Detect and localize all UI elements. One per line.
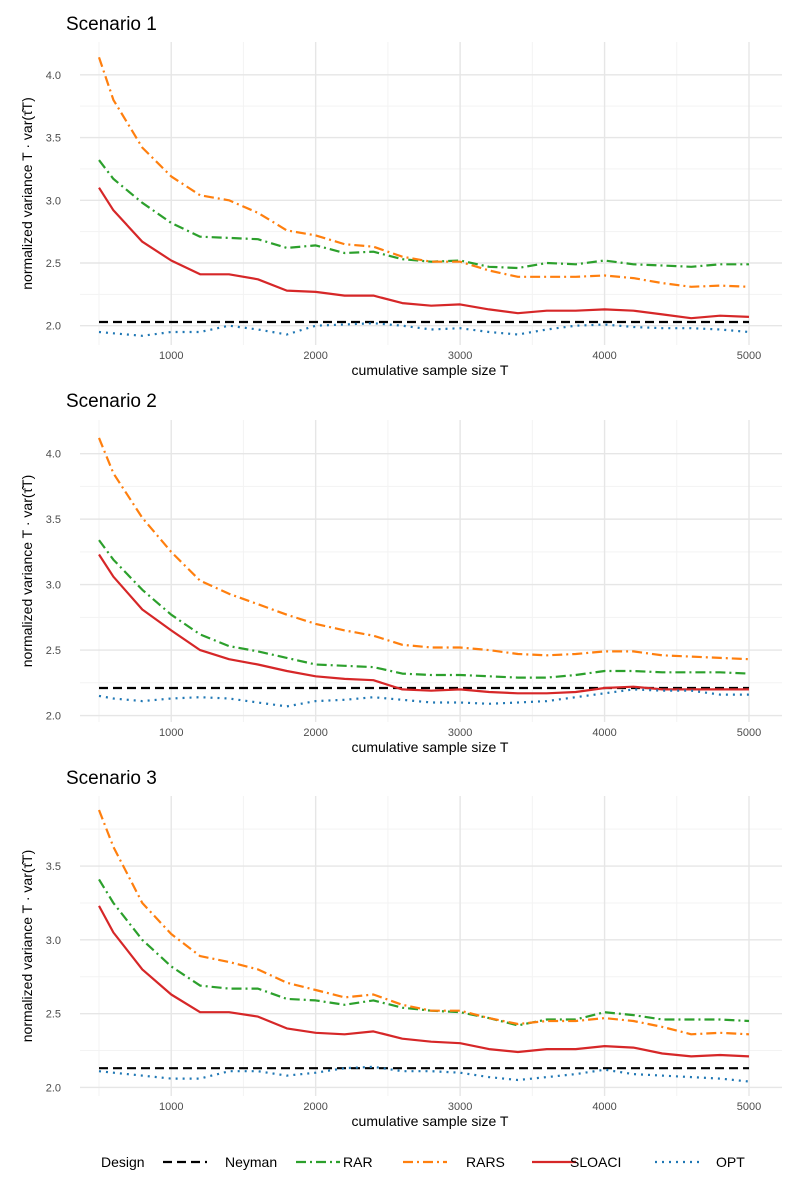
x-tick-label: 2000	[303, 1101, 327, 1113]
y-tick-label: 3.5	[46, 133, 61, 145]
x-tick-label: 5000	[737, 727, 761, 739]
y-tick-label: 2.0	[46, 321, 61, 333]
panel-1: 1000 2000 3000 4000 5000 2.0 2.5 3.0 3.5 4.0 Scena…	[19, 14, 782, 378]
y-axis-label: normalized variance T · var(τ̂T)	[19, 850, 35, 1043]
legend-label-opt: OPT	[716, 1154, 745, 1170]
legend-label-rars: RARS	[466, 1154, 505, 1170]
legend-label-neyman: Neyman	[225, 1154, 277, 1170]
legend-item-sloaci: SLOACI	[532, 1154, 621, 1170]
x-tick-label: 1000	[159, 350, 183, 362]
minor-gridlines	[80, 42, 782, 345]
series-line-sloaci	[98, 553, 749, 695]
x-tick-label: 4000	[592, 727, 616, 739]
series-group	[97, 56, 750, 337]
minor-gridlines	[80, 796, 782, 1096]
x-tick-label: 2000	[303, 350, 327, 362]
series-line-rars	[97, 56, 750, 288]
x-tick-label: 4000	[592, 1101, 616, 1113]
legend-item-rar: RAR	[296, 1154, 373, 1170]
y-tick-label: 2.0	[46, 1082, 61, 1094]
x-tick-label: 3000	[448, 1101, 472, 1113]
series-line-rar	[98, 878, 750, 1027]
y-tick-label: 4.0	[46, 70, 61, 82]
y-tick-label: 2.5	[46, 645, 61, 657]
x-tick-label: 5000	[737, 1101, 761, 1113]
y-tick-label: 2.5	[46, 1009, 61, 1021]
major-gridlines	[80, 796, 782, 1096]
x-tick-label: 4000	[592, 350, 616, 362]
series-line-rar	[98, 159, 749, 270]
x-axis-label: cumulative sample size T	[352, 362, 509, 378]
y-tick-label: 2.5	[46, 258, 61, 270]
major-gridlines	[80, 42, 782, 345]
panel-3: 1000 2000 3000 4000 5000 2.0 2.5 3.0 3.5 Scenario…	[19, 768, 782, 1129]
x-axis-label: cumulative sample size T	[352, 1113, 509, 1129]
legend-title: Design	[101, 1154, 145, 1170]
y-tick-label: 3.5	[46, 861, 61, 873]
major-gridlines	[80, 420, 782, 722]
legend-label-sloaci: SLOACI	[570, 1154, 621, 1170]
x-tick-label: 2000	[303, 727, 327, 739]
series-line-sloaci	[98, 187, 750, 320]
x-tick-label: 1000	[159, 1101, 183, 1113]
legend-item-neyman: Neyman	[163, 1154, 277, 1170]
y-axis-label: normalized variance T · var(τ̂T)	[19, 97, 35, 290]
x-tick-label: 3000	[448, 727, 472, 739]
y-axis-label: normalized variance T · var(τ̂T)	[19, 475, 35, 668]
x-axis-label: cumulative sample size T	[352, 739, 509, 755]
y-tick-label: 2.0	[46, 711, 61, 723]
y-tick-label: 3.0	[46, 195, 61, 207]
legend-item-rars: RARS	[403, 1154, 505, 1170]
panel-title: Scenario 1	[66, 14, 157, 35]
legend: Design Neyman RAR RARS SLOACI OPT	[101, 1154, 745, 1170]
minor-gridlines	[80, 420, 782, 722]
x-tick-label: 3000	[448, 350, 472, 362]
legend-label-rar: RAR	[343, 1154, 373, 1170]
series-line-rars	[97, 809, 750, 1036]
series-line-opt	[98, 688, 749, 708]
series-group	[97, 437, 750, 708]
series-line-rar	[98, 539, 750, 679]
x-tick-label: 5000	[737, 350, 761, 362]
x-tick-label: 1000	[159, 727, 183, 739]
y-tick-label: 3.0	[46, 935, 61, 947]
series-line-sloaci	[98, 905, 750, 1058]
series-line-rars	[97, 437, 750, 661]
y-tick-label: 3.5	[46, 514, 61, 526]
y-tick-label: 3.0	[46, 580, 61, 592]
panel-2: 1000 2000 3000 4000 5000 2.0 2.5 3.0 3.5 4.0 Scena…	[19, 391, 782, 755]
legend-item-opt: OPT	[655, 1154, 745, 1170]
panel-title: Scenario 2	[66, 391, 157, 412]
series-group	[97, 809, 750, 1083]
y-tick-label: 4.0	[46, 449, 61, 461]
panel-title: Scenario 3	[66, 768, 157, 789]
